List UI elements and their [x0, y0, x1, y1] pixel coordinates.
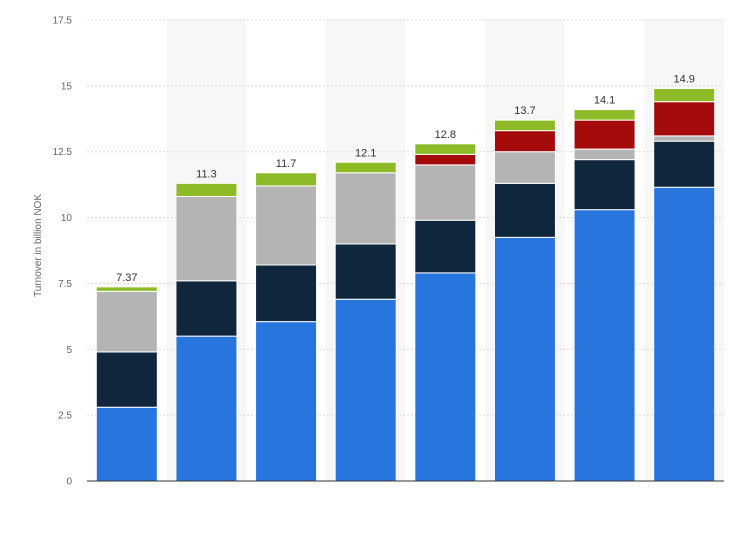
bar-segment	[493, 182, 556, 238]
y-tick-label: 10	[61, 213, 73, 224]
total-labels: 7.37 11.3 11.7 12.1 12.8 13.7 14.1 14.9	[116, 73, 695, 283]
bar-total-label: 11.7	[276, 158, 297, 170]
bar-total-label: 11.3	[196, 168, 217, 180]
y-tick-label: 0	[66, 477, 72, 488]
bar-segment	[175, 182, 238, 197]
bar-total-label: 7.37	[116, 272, 137, 284]
bar-segment	[334, 243, 397, 300]
bar-segment	[95, 290, 158, 353]
bar-segment	[414, 219, 477, 274]
bar-segment	[573, 159, 636, 211]
bar-total-label: 12.8	[435, 129, 456, 141]
y-axis-ticks: 0 2.5 5 7.5 10 12.5 15 17.5	[53, 16, 73, 488]
bar-segment	[653, 101, 716, 137]
bar-segment	[255, 172, 318, 187]
bar-segment	[95, 406, 158, 482]
bar-segment	[653, 186, 716, 482]
bar-segment	[414, 272, 477, 482]
bar-segment	[175, 335, 238, 482]
y-tick-label: 17.5	[53, 16, 73, 27]
bar-segment	[414, 143, 477, 155]
bar-segment	[653, 87, 716, 103]
bar-segment	[493, 236, 556, 482]
bar-segment	[573, 119, 636, 150]
y-tick-label: 7.5	[58, 279, 72, 290]
bar-segment	[573, 209, 636, 482]
bar-segment	[255, 264, 318, 323]
y-tick-label: 5	[66, 345, 72, 356]
bar-segment	[255, 185, 318, 266]
bar-segment	[653, 135, 716, 142]
bar-segment	[653, 140, 716, 188]
bar-segment	[175, 280, 238, 337]
bar-total-label: 14.1	[594, 95, 615, 107]
bar-segment	[493, 151, 556, 184]
bar-segment	[255, 321, 318, 482]
bar-segment	[493, 130, 556, 153]
y-tick-label: 15	[61, 81, 73, 92]
bar-total-label: 14.9	[673, 73, 694, 85]
y-tick-label: 12.5	[53, 147, 73, 158]
bar-segment	[175, 195, 238, 282]
bar-segment	[334, 298, 397, 482]
bar-segment	[573, 148, 636, 161]
y-tick-label: 2.5	[58, 411, 72, 422]
bar-segment	[414, 164, 477, 221]
bar-total-label: 13.7	[514, 105, 535, 117]
bar-segment	[95, 351, 158, 408]
y-axis-title: Turnover in billion NOK	[33, 194, 44, 297]
bar-segment	[334, 161, 397, 174]
bar-segment	[334, 172, 397, 245]
bar-segment	[493, 119, 556, 132]
bar-segment	[95, 286, 158, 292]
bar-total-label: 12.1	[355, 147, 376, 159]
bar-segment	[573, 109, 636, 121]
bars	[95, 87, 716, 482]
bar-segment	[414, 153, 477, 166]
